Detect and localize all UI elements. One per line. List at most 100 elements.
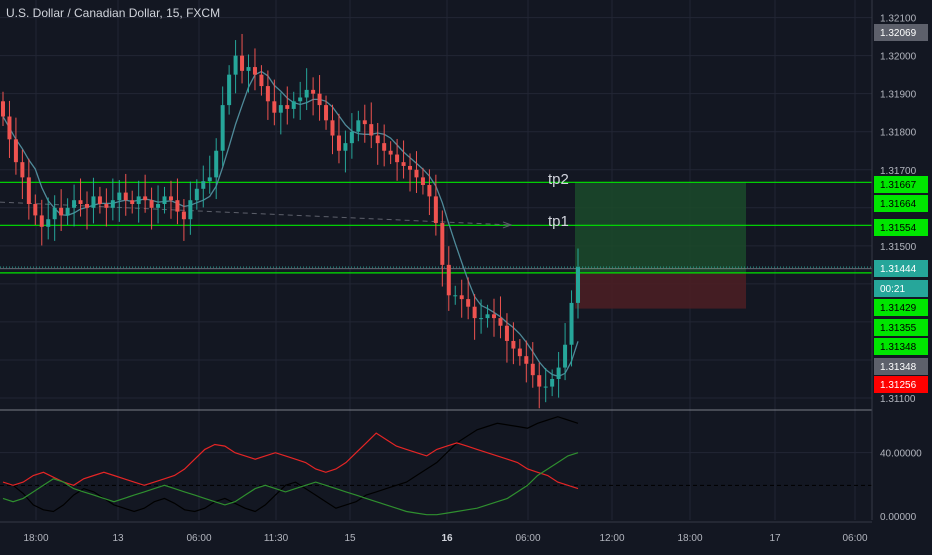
candle-body bbox=[575, 267, 581, 303]
tp1-label: tp1 bbox=[548, 213, 569, 230]
candle-body bbox=[65, 207, 70, 216]
time-tick-label: 06:00 bbox=[186, 533, 211, 544]
candle-body bbox=[466, 299, 471, 307]
candle-body bbox=[156, 204, 161, 208]
candle-body bbox=[524, 356, 529, 364]
candle-body bbox=[408, 165, 413, 170]
candle-body bbox=[395, 154, 400, 163]
candle-body bbox=[324, 105, 329, 121]
price-badge bbox=[874, 219, 928, 236]
price-badge bbox=[874, 24, 928, 41]
time-tick-label: 11:30 bbox=[264, 533, 289, 544]
annotations: tp2 tp1 bbox=[548, 171, 569, 230]
candle-body bbox=[330, 120, 335, 136]
position-zones bbox=[575, 182, 746, 309]
candle-body bbox=[188, 200, 193, 220]
candle-body bbox=[175, 200, 180, 212]
candle-body bbox=[440, 223, 445, 265]
candle-body bbox=[543, 386, 548, 388]
time-tick-label: 17 bbox=[769, 533, 781, 544]
price-badge bbox=[874, 280, 928, 297]
candle-body bbox=[285, 105, 290, 109]
time-tick-label: 12:00 bbox=[599, 533, 624, 544]
price-badge bbox=[874, 260, 928, 277]
moving-average-line bbox=[2, 70, 579, 378]
price-badge-label: 1.31355 bbox=[880, 323, 917, 334]
oscillator-pane bbox=[0, 416, 872, 516]
candle-body bbox=[433, 196, 438, 224]
price-badge-label: 1.31667 bbox=[880, 180, 917, 191]
time-tick-label: 06:00 bbox=[515, 533, 540, 544]
price-badge-label: 1.31554 bbox=[880, 223, 917, 234]
price-badge bbox=[874, 376, 928, 393]
candle-body bbox=[556, 367, 561, 379]
candle-body bbox=[265, 86, 270, 102]
candle-body bbox=[143, 196, 148, 201]
trend-arrow-head bbox=[502, 221, 513, 229]
candle-body bbox=[504, 325, 509, 341]
candle-body bbox=[181, 211, 186, 220]
candle-body bbox=[304, 89, 309, 98]
time-axis[interactable]: 18:00 13 06:00 11:30 15 16 06:00 12:00 18:00 17 06… bbox=[0, 521, 872, 544]
price-badge bbox=[874, 358, 928, 375]
target-zone bbox=[575, 182, 746, 273]
time-tick-label: 13 bbox=[112, 533, 124, 544]
candle-body bbox=[517, 348, 522, 357]
candle-body bbox=[356, 120, 361, 132]
candle-body bbox=[388, 150, 393, 155]
price-badge-label: 1.31664 bbox=[880, 199, 917, 210]
candle-body bbox=[492, 314, 497, 319]
price-badge-label: 1.31429 bbox=[880, 303, 917, 314]
candle-body bbox=[252, 67, 257, 75]
candle-body bbox=[214, 150, 219, 178]
candle-body bbox=[52, 207, 57, 220]
candle-body bbox=[563, 344, 568, 368]
candle-body bbox=[317, 93, 322, 106]
candle-body bbox=[382, 143, 387, 151]
candle-body bbox=[427, 184, 432, 197]
time-tick-label: 15 bbox=[344, 533, 356, 544]
candle-body bbox=[59, 207, 64, 216]
candle-body bbox=[472, 306, 477, 319]
candle-body bbox=[130, 200, 135, 204]
candle-body bbox=[511, 340, 516, 349]
price-badge-label: 1.31348 bbox=[880, 342, 917, 353]
candle-body bbox=[311, 89, 316, 94]
candle-body bbox=[485, 314, 490, 319]
candle-body bbox=[13, 139, 18, 163]
osc-line-black bbox=[2, 416, 579, 513]
price-badge-label: 1.31444 bbox=[880, 264, 917, 275]
stop-zone bbox=[575, 272, 746, 309]
osc-line-red bbox=[2, 432, 579, 490]
candle-body bbox=[343, 143, 348, 151]
candle-body bbox=[78, 200, 83, 204]
candle-body bbox=[401, 162, 406, 166]
candle-body bbox=[91, 196, 96, 208]
candle-body bbox=[272, 101, 277, 113]
candle-body bbox=[362, 120, 367, 125]
candle-body bbox=[550, 378, 555, 387]
candle-body bbox=[479, 318, 484, 320]
price-axis[interactable]: 1.32000 1.31900 1.31800 1.31500 1.31100 1.321… bbox=[871, 0, 932, 550]
candle-body bbox=[201, 181, 206, 189]
candle-body bbox=[162, 196, 167, 204]
candle-body bbox=[291, 101, 296, 109]
candle-body bbox=[168, 196, 173, 201]
candle-body bbox=[240, 55, 245, 71]
price-badge-label: 00:21 bbox=[880, 284, 905, 295]
time-tick-label: 18:00 bbox=[677, 533, 702, 544]
candle-body bbox=[453, 295, 458, 297]
candle-body bbox=[420, 177, 425, 185]
time-tick-label: 06:00 bbox=[842, 533, 867, 544]
candle-body bbox=[117, 192, 122, 201]
price-tick-label: 1.31800 bbox=[880, 128, 917, 139]
osc-tick-label: 40.00000 bbox=[880, 449, 922, 460]
price-badge bbox=[874, 176, 928, 193]
time-tick-label: 18:00 bbox=[23, 533, 48, 544]
osc-tick-label: 0.00000 bbox=[880, 512, 917, 523]
candle-body bbox=[0, 101, 6, 117]
candle-body bbox=[20, 162, 25, 178]
price-tick-label: 1.31100 bbox=[880, 394, 916, 405]
